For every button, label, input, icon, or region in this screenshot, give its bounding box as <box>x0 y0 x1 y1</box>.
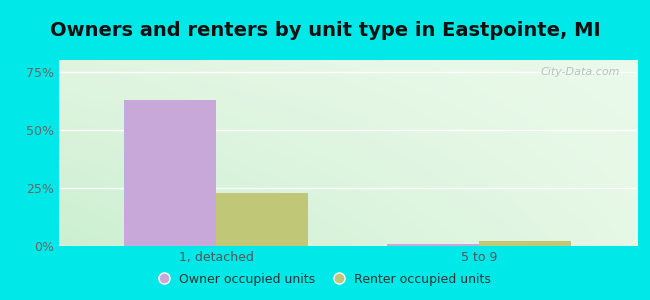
Bar <box>479 241 571 246</box>
Bar <box>216 193 308 246</box>
Bar <box>387 244 479 246</box>
Bar <box>124 100 216 246</box>
Text: Owners and renters by unit type in Eastpointe, MI: Owners and renters by unit type in Eastp… <box>49 21 601 40</box>
Legend: Owner occupied units, Renter occupied units: Owner occupied units, Renter occupied un… <box>154 268 496 291</box>
Text: City-Data.com: City-Data.com <box>540 68 619 77</box>
